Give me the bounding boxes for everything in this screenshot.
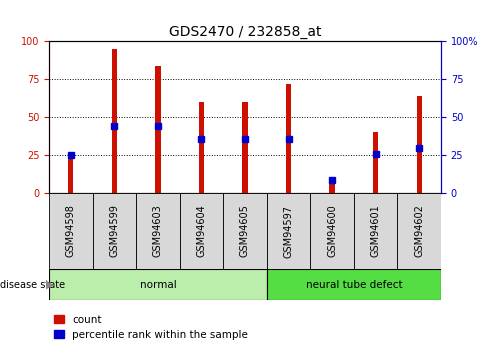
- Bar: [373, 132, 378, 193]
- Legend: count, percentile rank within the sample: count, percentile rank within the sample: [54, 315, 248, 340]
- Text: GSM94598: GSM94598: [66, 205, 76, 257]
- Bar: [416, 96, 422, 193]
- Bar: [286, 84, 291, 193]
- Text: neural tube defect: neural tube defect: [306, 280, 402, 289]
- Text: GSM94597: GSM94597: [284, 205, 294, 258]
- Bar: [199, 102, 204, 193]
- Text: ▶: ▶: [46, 280, 54, 289]
- Bar: [329, 177, 335, 193]
- Text: GSM94602: GSM94602: [414, 205, 424, 257]
- Text: GSM94605: GSM94605: [240, 205, 250, 257]
- Bar: [267, 193, 310, 269]
- Bar: [223, 193, 267, 269]
- Title: GDS2470 / 232858_at: GDS2470 / 232858_at: [169, 25, 321, 39]
- Bar: [68, 154, 73, 193]
- Text: GSM94599: GSM94599: [109, 205, 120, 257]
- Bar: [155, 66, 161, 193]
- Text: disease state: disease state: [0, 280, 66, 289]
- Bar: [243, 102, 247, 193]
- Text: GSM94601: GSM94601: [370, 205, 381, 257]
- Text: GSM94604: GSM94604: [196, 205, 206, 257]
- Bar: [354, 193, 397, 269]
- Bar: [180, 193, 223, 269]
- Text: GSM94603: GSM94603: [153, 205, 163, 257]
- Bar: [267, 269, 441, 300]
- Bar: [49, 193, 93, 269]
- Text: normal: normal: [140, 280, 176, 289]
- Bar: [112, 49, 117, 193]
- Bar: [397, 193, 441, 269]
- Bar: [49, 269, 267, 300]
- Bar: [93, 193, 136, 269]
- Text: GSM94600: GSM94600: [327, 205, 337, 257]
- Bar: [310, 193, 354, 269]
- Bar: [136, 193, 180, 269]
